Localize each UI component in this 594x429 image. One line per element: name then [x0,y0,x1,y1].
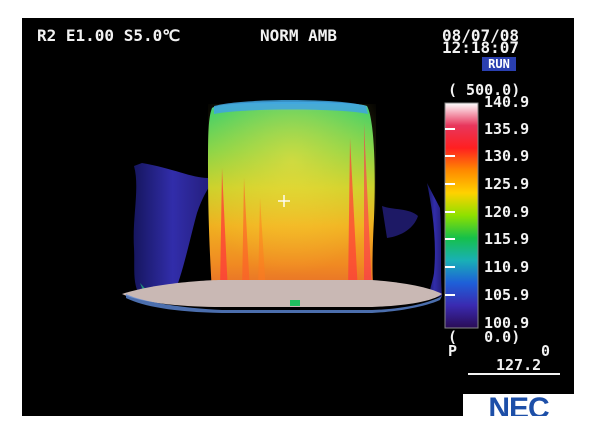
temperature-scale-bar [444,102,479,329]
p-label: P [448,342,458,360]
scale-label: 110.9 [484,258,530,276]
scale-range-top: ( 500.0) [448,81,521,99]
nec-logo: NEC [463,394,574,416]
scale-label: 130.9 [484,147,530,165]
crosshair-icon [278,195,290,207]
thermal-viewer-screen: R2 E1.00 S5.0℃ NORM AMB 08/07/08 12:18:0… [22,18,574,416]
scale-label: 140.9 [484,93,530,111]
scale-range-bottom: ( 0.0) [448,328,521,346]
status-readout: R2 E1.00 S5.0℃ [37,26,181,45]
run-badge: RUN [482,57,516,71]
cursor-temperature: 127.2 [496,356,542,374]
nec-logo-text: NEC [488,392,549,417]
scale-label: 135.9 [484,120,530,138]
date-readout: 08/07/08 [442,26,520,45]
mode-readout: NORM AMB [260,26,338,45]
scale-label: 105.9 [484,286,530,304]
thermal-image [122,100,479,329]
cursor-underline [468,373,560,375]
scale-label: 125.9 [484,175,530,193]
scale-label: 100.9 [484,314,530,332]
p-value: 0 [541,342,551,360]
scale-label: 120.9 [484,203,530,221]
time-readout: 12:18:07 [442,38,520,57]
scale-label: 115.9 [484,230,530,248]
